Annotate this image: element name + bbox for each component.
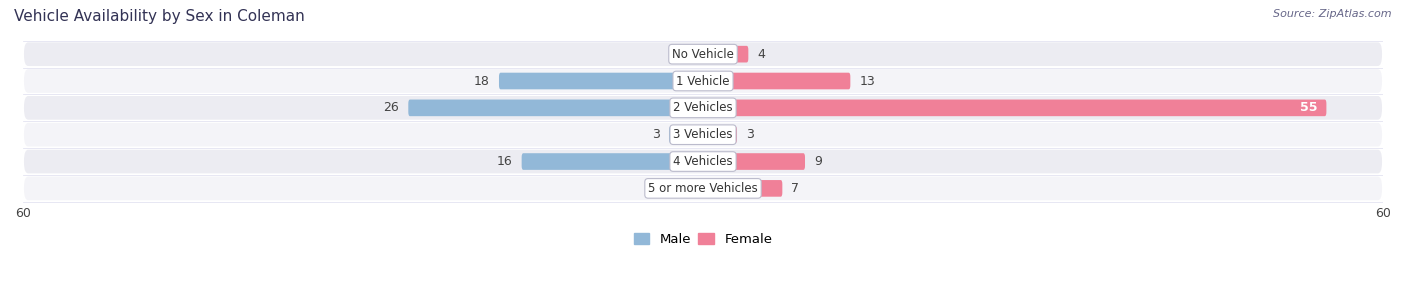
FancyBboxPatch shape — [408, 99, 703, 116]
FancyBboxPatch shape — [522, 153, 703, 170]
FancyBboxPatch shape — [703, 180, 782, 197]
FancyBboxPatch shape — [703, 99, 1326, 116]
Text: 1 Vehicle: 1 Vehicle — [676, 74, 730, 88]
FancyBboxPatch shape — [703, 46, 748, 63]
Text: 9: 9 — [814, 155, 823, 168]
FancyBboxPatch shape — [669, 180, 703, 197]
Text: 5 or more Vehicles: 5 or more Vehicles — [648, 182, 758, 195]
Text: 7: 7 — [792, 182, 800, 195]
FancyBboxPatch shape — [22, 95, 1384, 121]
Text: Vehicle Availability by Sex in Coleman: Vehicle Availability by Sex in Coleman — [14, 9, 305, 24]
FancyBboxPatch shape — [669, 126, 703, 143]
Text: 0: 0 — [686, 48, 695, 61]
FancyBboxPatch shape — [22, 149, 1384, 174]
FancyBboxPatch shape — [499, 73, 703, 89]
FancyBboxPatch shape — [22, 68, 1384, 94]
Text: Source: ZipAtlas.com: Source: ZipAtlas.com — [1274, 9, 1392, 19]
Text: 26: 26 — [384, 101, 399, 114]
Text: 4: 4 — [758, 48, 765, 61]
FancyBboxPatch shape — [22, 175, 1384, 201]
Text: 3: 3 — [652, 128, 659, 141]
Text: 3: 3 — [652, 182, 659, 195]
Text: 55: 55 — [1299, 101, 1317, 114]
Text: No Vehicle: No Vehicle — [672, 48, 734, 61]
FancyBboxPatch shape — [703, 73, 851, 89]
Text: 13: 13 — [859, 74, 875, 88]
FancyBboxPatch shape — [703, 153, 806, 170]
Text: 16: 16 — [496, 155, 513, 168]
Text: 3 Vehicles: 3 Vehicles — [673, 128, 733, 141]
Legend: Male, Female: Male, Female — [631, 231, 775, 249]
Text: 18: 18 — [474, 74, 489, 88]
Text: 2 Vehicles: 2 Vehicles — [673, 101, 733, 114]
Text: 4 Vehicles: 4 Vehicles — [673, 155, 733, 168]
FancyBboxPatch shape — [22, 41, 1384, 67]
FancyBboxPatch shape — [22, 122, 1384, 148]
FancyBboxPatch shape — [703, 126, 737, 143]
Text: 3: 3 — [747, 128, 754, 141]
